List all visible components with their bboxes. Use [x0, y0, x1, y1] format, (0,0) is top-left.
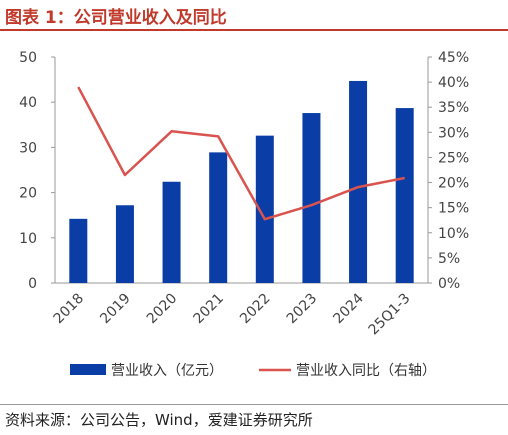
chart-title: 图表 1：公司营业收入及同比 [5, 8, 227, 28]
right-tick-label: 20% [438, 176, 469, 192]
left-tick-label: 20 [19, 186, 37, 202]
right-tick-label: 35% [438, 100, 469, 116]
left-tick-label: 50 [19, 50, 37, 66]
legend-line-label: 营业收入同比（右轴） [296, 363, 436, 379]
right-tick-label: 45% [438, 50, 469, 66]
source-note: 资料来源：公司公告，Wind，爱建证券研究所 [5, 411, 313, 429]
revenue-bar [209, 152, 228, 283]
yoy-growth-line [77, 86, 405, 221]
x-tick-label: 2024 [330, 290, 367, 327]
revenue-bar [162, 181, 181, 283]
x-tick-label: 2020 [144, 291, 181, 328]
x-tick-label: 2022 [237, 291, 274, 328]
right-tick-label: 25% [438, 150, 469, 166]
right-tick-label: 10% [438, 226, 469, 242]
right-tick-label: 40% [438, 75, 469, 91]
chart-canvas: 0 10 20 30 40 50 0% 5% 10% 15% 20% 25% 30% 35% 40% 45% 2… [19, 50, 469, 379]
right-tick-label: 0% [438, 276, 460, 292]
revenue-bar [255, 135, 274, 283]
line-series [77, 86, 405, 221]
x-tick-label: 2023 [284, 291, 321, 328]
chart-legend: 营业收入（亿元） 营业收入同比（右轴） [70, 363, 436, 379]
left-tick-label: 10 [19, 231, 37, 247]
left-tick-label: 0 [28, 276, 37, 292]
x-tick-label: 2019 [97, 291, 134, 328]
left-tick-label: 30 [19, 140, 37, 156]
revenue-bar [115, 205, 134, 283]
bar-series [69, 80, 414, 284]
left-tick-label: 40 [19, 95, 37, 111]
x-tick-label: 2021 [191, 291, 228, 328]
right-tick-label: 15% [438, 201, 469, 217]
x-tick-label: 25Q1-3 [366, 291, 414, 339]
legend-bar-label: 营业收入（亿元） [111, 363, 223, 379]
legend-bar-swatch [70, 364, 106, 375]
source-divider [0, 404, 508, 405]
x-tick-label: 2018 [51, 291, 88, 328]
revenue-bar [349, 80, 368, 284]
right-tick-label: 5% [438, 251, 460, 267]
revenue-bar [302, 113, 321, 283]
revenue-bar [395, 108, 414, 284]
title-divider [0, 29, 508, 31]
right-tick-label: 30% [438, 125, 469, 141]
revenue-bar [69, 218, 88, 283]
